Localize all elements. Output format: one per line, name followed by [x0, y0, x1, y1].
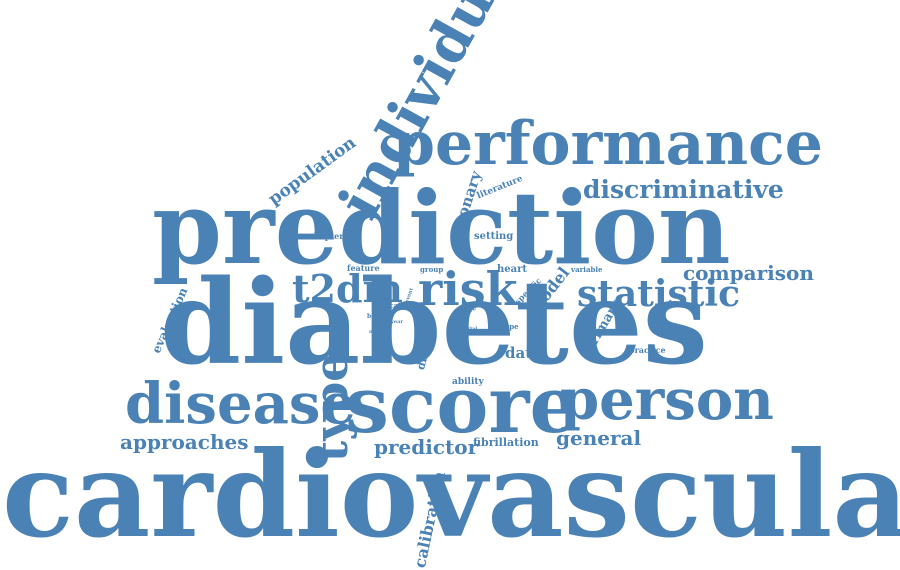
word-fibrillation: fibrillation [473, 436, 539, 449]
word-setting: setting [474, 231, 514, 242]
word-diabetes: diabetes [160, 255, 708, 391]
word-disease: disease [125, 371, 357, 437]
word-ii: ii [464, 335, 468, 341]
word-year: year [391, 319, 403, 325]
word-data: data [505, 344, 542, 362]
word-slope: slope [498, 322, 519, 331]
word-feature: feature [347, 263, 380, 273]
word-practice: practice [629, 345, 666, 355]
word-person: person [560, 367, 774, 433]
word-performance: performance [393, 109, 823, 179]
word-t2dm: t2dm [292, 266, 403, 311]
word-risk: risk [418, 262, 518, 316]
word-discriminative: discriminative [583, 175, 784, 204]
word-variable: variable [571, 265, 603, 274]
word-ability: ability [452, 377, 484, 387]
word-general: general [556, 426, 642, 450]
word-cardiovascular: cardiovascular [2, 425, 900, 564]
word-approaches: approaches [120, 430, 249, 454]
word-statistic: statistic [577, 273, 741, 315]
word-type: type [304, 352, 358, 462]
word-group: group [420, 265, 444, 274]
word-clinical: clinical [372, 301, 401, 310]
word-score: score [345, 360, 580, 451]
word-novel: novel [369, 329, 384, 335]
word-prediction: prediction [152, 169, 731, 287]
word-heart: heart [497, 264, 527, 275]
word-comparison: comparison [683, 261, 814, 285]
word-better: better [367, 313, 388, 320]
word-predictor: predictor [374, 435, 479, 459]
word-chapter: chapter [309, 231, 344, 241]
word-atrial: atrial [462, 326, 478, 332]
